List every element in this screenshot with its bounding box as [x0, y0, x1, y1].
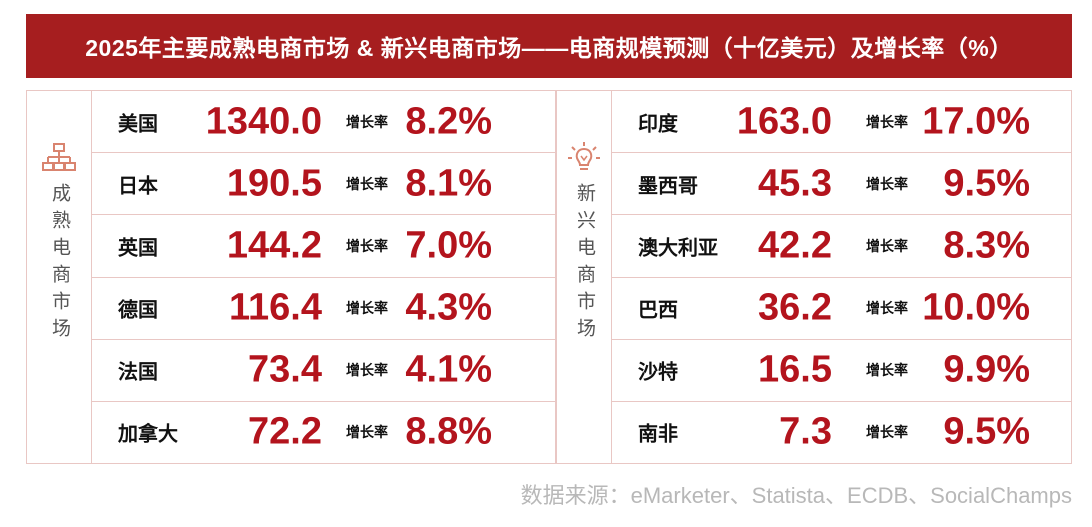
country-name: 印度 [638, 113, 678, 136]
table-row: 巴西 36.2 增长率 10.0% [612, 277, 1071, 340]
growth-rate-label: 增长率 [346, 362, 388, 379]
market-size-value: 73.4 [248, 348, 322, 391]
mature-market-label: 成熟电商市场 [49, 183, 70, 345]
emerging-market-rows: 印度 163.0 增长率 17.0% 墨西哥 45.3 增长率 9.5% 澳大利亚 42.2 增长率… [611, 91, 1071, 464]
country-name: 英国 [118, 237, 158, 260]
country-name: 南非 [638, 423, 678, 446]
country-name: 日本 [118, 175, 158, 198]
chart-title: 2025年主要成熟电商市场 & 新兴电商市场——电商规模预测（十亿美元）及增长率… [26, 14, 1072, 78]
mature-market-panel: 成熟电商市场 美国 1340.0 增长率 8.2% 日本 190.5 增长率 8.1% 英国 14… [26, 90, 556, 464]
table-row: 印度 163.0 增长率 17.0% [612, 91, 1071, 154]
market-size-value: 42.2 [758, 224, 832, 267]
country-name: 巴西 [638, 299, 678, 322]
growth-rate-value: 8.2% [405, 100, 492, 143]
growth-rate-value: 4.1% [405, 348, 492, 391]
market-size-value: 190.5 [226, 162, 322, 205]
table-row: 加拿大 72.2 增长率 8.8% [92, 401, 555, 464]
growth-rate-value: 8.8% [405, 410, 492, 453]
growth-rate-value: 10.0% [922, 286, 1030, 329]
growth-rate-value: 8.3% [943, 224, 1030, 267]
table-row: 德国 116.4 增长率 4.3% [92, 277, 555, 340]
country-name: 墨西哥 [638, 175, 698, 198]
growth-rate-value: 8.1% [405, 162, 492, 205]
market-size-value: 163.0 [736, 100, 832, 143]
table-row: 沙特 16.5 增长率 9.9% [612, 339, 1071, 402]
emerging-market-panel: 新兴电商市场 印度 163.0 增长率 17.0% 墨西哥 45.3 增长率 9.5% 澳大利亚… [556, 90, 1072, 464]
growth-rate-value: 9.5% [943, 410, 1030, 453]
table-row: 日本 190.5 增长率 8.1% [92, 153, 555, 216]
growth-rate-label: 增长率 [866, 300, 908, 317]
market-size-value: 72.2 [248, 410, 322, 453]
growth-rate-value: 9.5% [943, 162, 1030, 205]
table-row: 墨西哥 45.3 增长率 9.5% [612, 153, 1071, 216]
table-row: 美国 1340.0 增长率 8.2% [92, 91, 555, 154]
growth-rate-value: 4.3% [405, 286, 492, 329]
mature-market-side-label: 成熟电商市场 [27, 91, 91, 463]
emerging-market-side-label: 新兴电商市场 [557, 91, 611, 463]
table-row: 英国 144.2 增长率 7.0% [92, 215, 555, 278]
country-name: 沙特 [638, 361, 678, 384]
mature-market-rows: 美国 1340.0 增长率 8.2% 日本 190.5 增长率 8.1% 英国 144.2 增长率 7… [91, 91, 555, 464]
growth-rate-label: 增长率 [346, 113, 388, 130]
growth-rate-label: 增长率 [866, 175, 908, 192]
lightbulb-icon [568, 142, 600, 170]
country-name: 加拿大 [118, 423, 178, 446]
growth-rate-label: 增长率 [866, 237, 908, 254]
table-row: 法国 73.4 增长率 4.1% [92, 339, 555, 402]
market-size-value: 36.2 [758, 286, 832, 329]
table-row: 南非 7.3 增长率 9.5% [612, 401, 1071, 464]
market-size-value: 144.2 [226, 224, 322, 267]
growth-rate-value: 7.0% [405, 224, 492, 267]
growth-rate-label: 增长率 [346, 424, 388, 441]
market-size-value: 16.5 [758, 348, 832, 391]
country-name: 澳大利亚 [638, 237, 718, 260]
country-name: 德国 [118, 299, 158, 322]
growth-rate-label: 增长率 [346, 237, 388, 254]
country-name: 法国 [118, 361, 158, 384]
growth-rate-value: 9.9% [943, 348, 1030, 391]
source-note: 数据来源：eMarketer、Statista、ECDB、SocialChamp… [520, 483, 1072, 508]
emerging-market-label: 新兴电商市场 [574, 183, 595, 345]
growth-rate-value: 17.0% [922, 100, 1030, 143]
market-size-value: 116.4 [229, 286, 322, 329]
country-name: 美国 [118, 113, 158, 136]
market-size-value: 7.3 [779, 410, 832, 453]
growth-rate-label: 增长率 [346, 175, 388, 192]
table-row: 澳大利亚 42.2 增长率 8.3% [612, 215, 1071, 278]
growth-rate-label: 增长率 [346, 300, 388, 317]
market-size-value: 45.3 [758, 162, 832, 205]
growth-rate-label: 增长率 [866, 362, 908, 379]
growth-rate-label: 增长率 [866, 424, 908, 441]
hierarchy-icon [42, 143, 76, 171]
growth-rate-label: 增长率 [866, 113, 908, 130]
market-size-value: 1340.0 [205, 100, 322, 143]
